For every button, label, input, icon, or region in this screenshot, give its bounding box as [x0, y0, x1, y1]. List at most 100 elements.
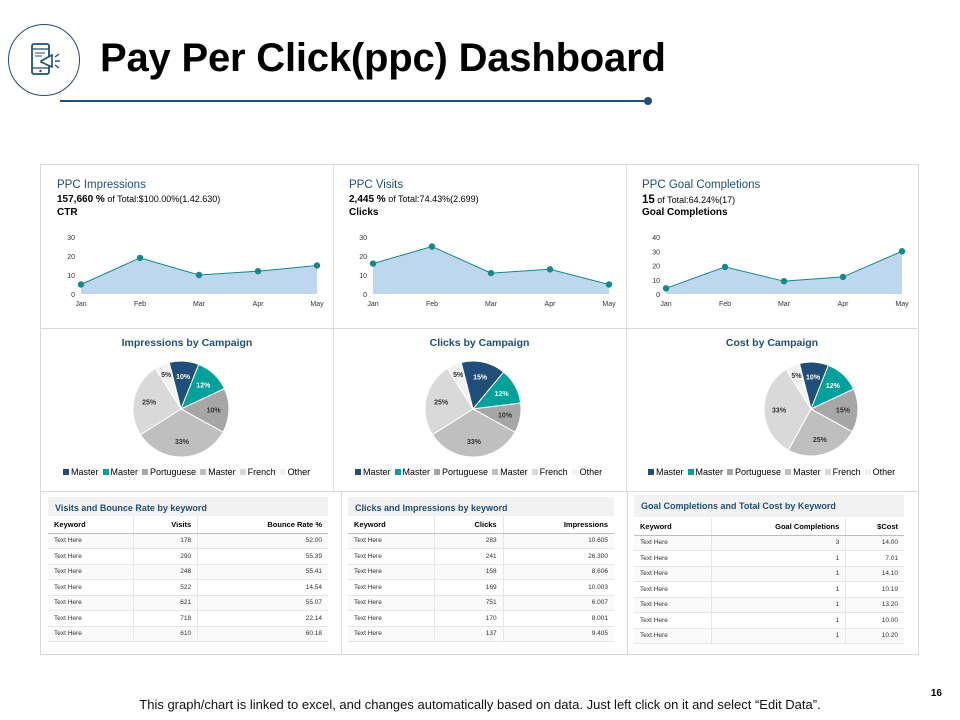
table-cell: Text Here	[348, 564, 435, 580]
data-point[interactable]	[136, 254, 144, 262]
pie-clicks-by-campaign[interactable]: Clicks by Campaign 15% 12% 10% 33% 25% 5% Mas…	[333, 329, 626, 491]
pie-slice[interactable]	[424, 367, 474, 436]
table-cell: 1	[710, 550, 846, 567]
pie-slice[interactable]	[431, 408, 516, 458]
table-row: Text Here 522 14.54	[48, 579, 328, 596]
legend-label: Master	[363, 467, 391, 477]
table-cell: 1	[710, 597, 846, 613]
data-point[interactable]	[605, 281, 613, 288]
kpi-ppc-impressions[interactable]: PPC Impressions 157,660 % of Total:$100.…	[41, 165, 333, 328]
table-cell: Text Here	[634, 581, 712, 598]
table-cell: 10.003	[502, 579, 614, 596]
legend-label: Master	[110, 467, 139, 477]
pie-slice-label: 10%	[498, 413, 513, 420]
data-point[interactable]	[780, 277, 788, 285]
legend-label: Master	[793, 467, 821, 477]
x-tick-label: Feb	[426, 301, 438, 308]
table-cell: Text Here	[348, 626, 435, 642]
table-cell: Text Here	[348, 610, 435, 627]
table-visits-bounce-rate: Visits and Bounce Rate by keyword Keywor…	[41, 492, 341, 656]
legend-item: Master	[394, 467, 430, 477]
mobile-megaphone-icon	[31, 43, 60, 75]
data-point[interactable]	[721, 263, 729, 271]
pie-slice[interactable]	[154, 361, 182, 410]
legend-label: Portuguese	[442, 467, 489, 477]
data-point[interactable]	[369, 260, 377, 267]
table-title: Visits and Bounce Rate by keyword	[48, 497, 328, 519]
table-row: Text Here 1 10.19	[634, 581, 904, 598]
x-tick-label: Mar	[193, 301, 206, 308]
table-cell: Text Here	[48, 564, 134, 580]
legend-label: Master	[71, 467, 99, 477]
data-point[interactable]	[898, 248, 906, 255]
pie-title: Cost by Campaign	[725, 337, 819, 349]
impressions-pie-chart[interactable]: 10% 12% 10% 33% 25% 5%	[41, 353, 333, 465]
legend-swatch	[531, 469, 538, 475]
legend-label: Other	[872, 467, 896, 477]
table-goal-completions-cost: Goal Completions and Total Cost by Keywo…	[627, 492, 918, 656]
clicks-pie-chart[interactable]: 15% 12% 10% 33% 25% 5%	[333, 353, 626, 465]
table-cell: Text Here	[48, 579, 134, 596]
legend-label: Other	[287, 467, 311, 477]
visits-area-chart[interactable]: 0 10 20 30 Jan Feb Mar Apr May	[347, 231, 617, 317]
data-point[interactable]	[428, 243, 436, 250]
pie-slice-label: 12%	[196, 383, 211, 390]
pie-slice-label: 33%	[175, 439, 190, 446]
goal-completions-area-chart[interactable]: 0 10 20 30 40 Jan Feb Mar Apr May	[640, 231, 910, 317]
data-point[interactable]	[77, 281, 85, 288]
table-cell: 7.01	[845, 550, 904, 567]
table-cell: Text Here	[48, 548, 134, 565]
pie-slice[interactable]	[446, 361, 474, 410]
pie-slice-label: 33%	[467, 439, 482, 446]
data-table: Keyword Goal Completions $Cost Text Here 3 14…	[634, 518, 904, 644]
pie-slice[interactable]	[139, 408, 224, 458]
table-title: Goal Completions and Total Cost by Keywo…	[634, 495, 904, 517]
pie-slice[interactable]	[132, 367, 182, 436]
pie-impressions-by-campaign[interactable]: Impressions by Campaign 10% 12% 10% 33% 25% 5…	[41, 329, 333, 491]
kpi-value-line: 15 of Total:64.24%(17)	[642, 194, 735, 206]
table-row: Text Here 170 8.001	[348, 610, 614, 627]
data-point[interactable]	[195, 271, 203, 279]
y-tick-label: 40	[652, 235, 660, 242]
kpi-ppc-goal-completions[interactable]: PPC Goal Completions 15 of Total:64.24%(…	[626, 165, 918, 328]
legend-swatch	[864, 469, 871, 475]
pie-slice-label: 10%	[207, 408, 222, 415]
pie-slice[interactable]	[785, 362, 812, 410]
legend-label: Master	[695, 467, 724, 477]
table-row: Text Here 621 55.07	[48, 595, 328, 611]
cost-pie-chart[interactable]: 10% 12% 15% 25% 33% 5%	[626, 353, 918, 465]
table-row: Text Here 158 8.606	[348, 564, 614, 580]
kpi-subtitle: Clicks	[349, 207, 379, 218]
table-cell: 55.39	[197, 548, 328, 565]
pie-cost-by-campaign[interactable]: Cost by Campaign 10% 12% 15% 25% 33% 5% Maste…	[626, 329, 918, 491]
legend-swatch	[434, 469, 441, 475]
table-cell: 170	[433, 610, 504, 627]
y-tick-label: 30	[67, 235, 75, 242]
pie-slice[interactable]	[787, 408, 853, 457]
kpi-value: 2,445	[349, 194, 375, 205]
data-point[interactable]	[254, 268, 262, 275]
table-cell: Text Here	[48, 610, 134, 627]
data-point[interactable]	[839, 273, 847, 281]
table-cell: 55.07	[197, 595, 328, 611]
table-cell: 283	[433, 533, 504, 549]
pie-slice[interactable]	[763, 368, 812, 451]
table-cell: 60.18	[197, 626, 328, 642]
kpi-unit: %	[374, 194, 386, 205]
table-cell: 8.001	[502, 610, 614, 627]
table-cell: Text Here	[348, 595, 435, 611]
table-cell: Text Here	[348, 579, 435, 596]
pie-slice-label: 15%	[836, 408, 851, 415]
data-point[interactable]	[487, 269, 495, 277]
legend-swatch	[142, 469, 149, 475]
legend-item: Master	[102, 467, 139, 477]
legend-item: Other	[279, 467, 311, 477]
legend-label: French	[539, 467, 568, 477]
impressions-area-chart[interactable]: 0 10 20 30 Jan Feb Mar Apr May	[55, 231, 325, 317]
divider	[341, 492, 342, 655]
data-point[interactable]	[546, 266, 554, 273]
kpi-ppc-visits[interactable]: PPC Visits 2,445 % of Total:74.43%(2.699…	[333, 165, 626, 328]
table-cell: 1	[710, 612, 846, 629]
data-point[interactable]	[313, 262, 321, 269]
data-point[interactable]	[662, 285, 670, 292]
